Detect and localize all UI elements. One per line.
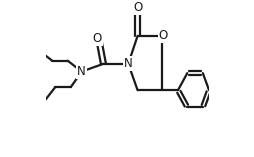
Text: O: O <box>92 32 101 45</box>
Text: O: O <box>132 1 142 14</box>
Text: N: N <box>77 65 86 78</box>
Text: O: O <box>158 29 167 42</box>
Text: N: N <box>123 57 132 70</box>
